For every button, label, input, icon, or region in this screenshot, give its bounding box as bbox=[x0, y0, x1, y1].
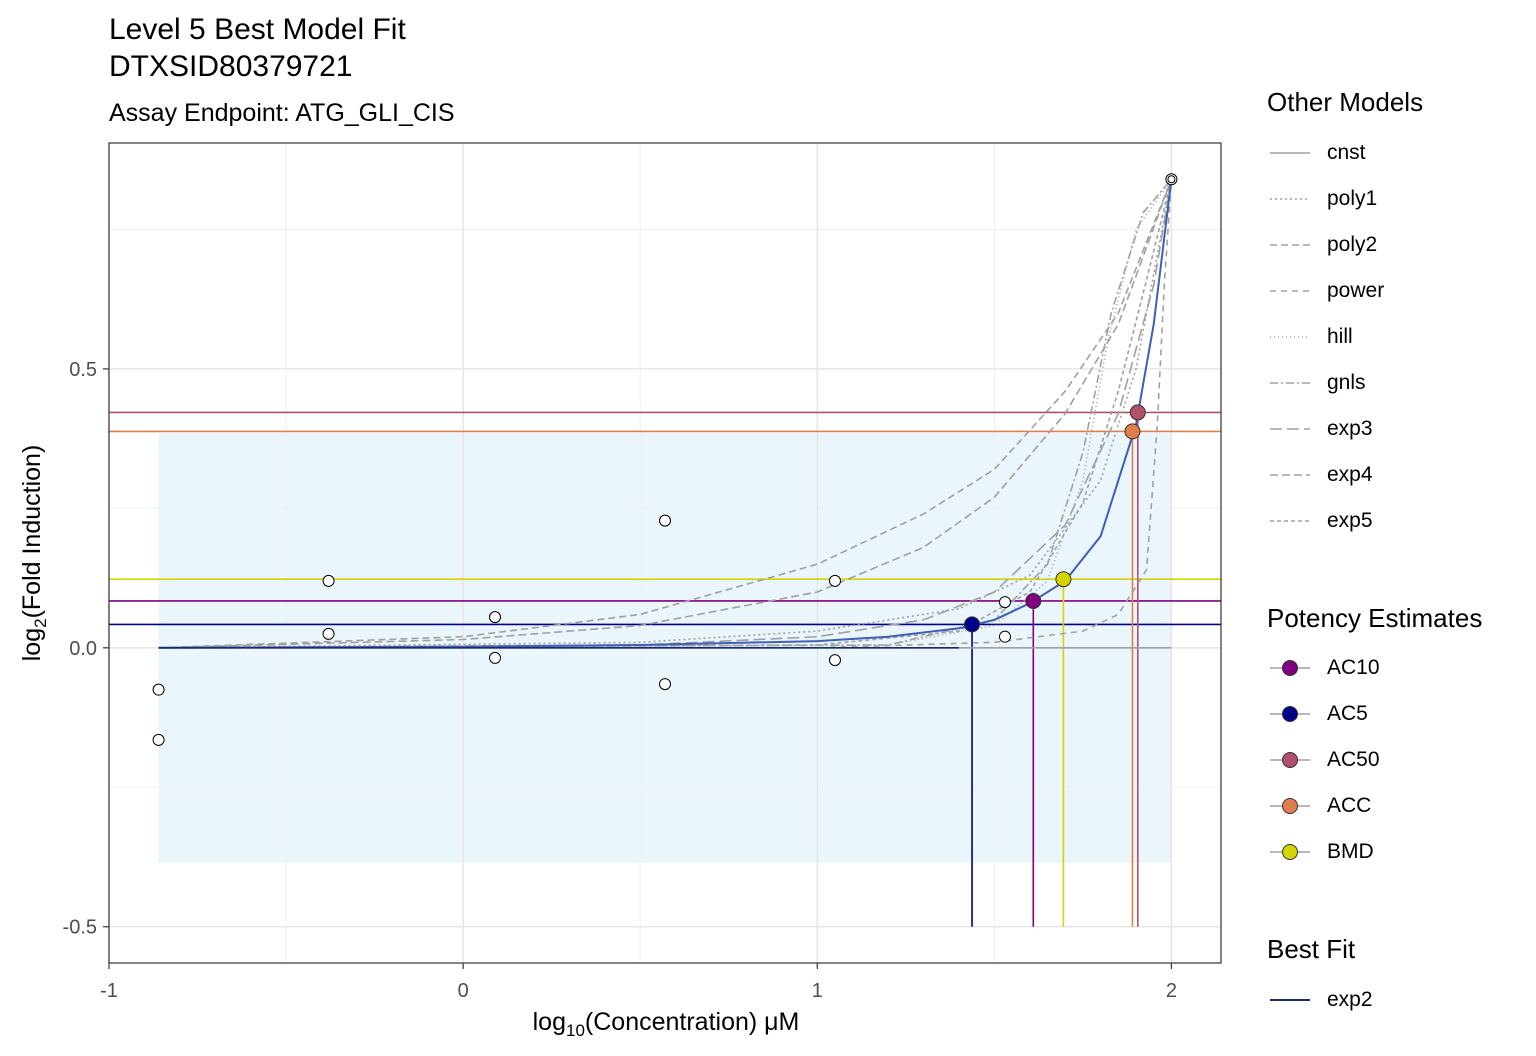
data-points-layer bbox=[152, 173, 1178, 746]
legend-item-poly2: poly2 bbox=[1327, 233, 1378, 256]
axes-layer: -1 0 1 2 -0.5 0.0 0.5 bbox=[63, 359, 1177, 1002]
legend-item-acc: ACC bbox=[1327, 794, 1372, 817]
x-tick-label: -1 bbox=[100, 980, 118, 1002]
data-point bbox=[489, 651, 502, 664]
legend-key-ac5 bbox=[1282, 706, 1298, 722]
legend-item-gnls: gnls bbox=[1327, 371, 1366, 394]
axis-titles-layer: log10(Concentration) μM log2(Fold Induct… bbox=[18, 445, 799, 1040]
potency-vlines-layer bbox=[971, 412, 1139, 927]
x-tick-label: 0 bbox=[458, 980, 469, 1002]
legend-item-hill: hill bbox=[1327, 325, 1353, 348]
y-tick-label: 0.5 bbox=[69, 359, 97, 381]
x-tick-label: 1 bbox=[812, 980, 823, 1002]
potency-point-ac50 bbox=[1129, 404, 1146, 421]
legend-item-ac10: AC10 bbox=[1327, 656, 1380, 679]
data-point bbox=[828, 654, 841, 667]
legend-item-cnst: cnst bbox=[1327, 141, 1366, 164]
chart-title-line-1: Level 5 Best Model Fit bbox=[109, 13, 406, 46]
legend-key-bmd bbox=[1282, 844, 1298, 860]
model-curve-exp5 bbox=[158, 179, 1173, 649]
model-curve-exp3 bbox=[158, 179, 1173, 649]
data-point bbox=[152, 733, 165, 746]
data-point-inner-ring bbox=[1167, 175, 1176, 184]
legend-item-exp5: exp5 bbox=[1327, 509, 1373, 532]
legend-item-ac5: AC5 bbox=[1327, 702, 1368, 725]
chart-subtitle: Assay Endpoint: ATG_GLI_CIS bbox=[109, 99, 455, 127]
legend-item-exp4: exp4 bbox=[1327, 463, 1373, 486]
legend-item-exp2: exp2 bbox=[1327, 988, 1373, 1011]
y-tick-label: 0.0 bbox=[69, 638, 97, 660]
legend-title-best-fit: Best Fit bbox=[1267, 934, 1356, 964]
panel-border bbox=[108, 142, 1222, 964]
data-point bbox=[659, 514, 671, 527]
legend-key-acc bbox=[1282, 798, 1298, 814]
x-axis-title: log10(Concentration) μM bbox=[533, 1008, 800, 1040]
legend-item-ac50: AC50 bbox=[1327, 748, 1380, 771]
data-point bbox=[828, 574, 841, 587]
data-point bbox=[998, 630, 1011, 643]
potency-point-ac10 bbox=[1025, 592, 1042, 609]
legend-key-ac50 bbox=[1282, 752, 1298, 768]
data-point bbox=[152, 683, 165, 696]
potency-point-ac5 bbox=[964, 616, 981, 633]
legend-item-power: power bbox=[1327, 279, 1385, 302]
legend-item-exp3: exp3 bbox=[1327, 417, 1373, 440]
legend-item-poly1: poly1 bbox=[1327, 187, 1378, 210]
other-models-layer bbox=[158, 178, 1173, 649]
potency-point-acc bbox=[1124, 423, 1141, 440]
y-axis-title: log2(Fold Induction) bbox=[18, 445, 50, 662]
data-point bbox=[322, 574, 335, 587]
chart-title-line-2: DTXSID80379721 bbox=[109, 50, 353, 83]
legend-title-other-models: Other Models bbox=[1267, 87, 1424, 117]
model-curve-power bbox=[158, 179, 1173, 649]
data-point bbox=[998, 596, 1011, 609]
legend-keys bbox=[1270, 152, 1310, 1001]
legend-item-bmd: BMD bbox=[1327, 840, 1374, 863]
legend-title-potency: Potency Estimates bbox=[1267, 603, 1483, 633]
model-curve-exp4 bbox=[158, 179, 1173, 649]
y-tick-label: -0.5 bbox=[63, 917, 97, 939]
potency-points-layer bbox=[964, 404, 1146, 633]
potency-point-bmd bbox=[1055, 571, 1072, 588]
data-point bbox=[489, 611, 502, 624]
model-curve-poly2 bbox=[158, 179, 1173, 649]
data-point bbox=[322, 627, 335, 640]
model-curve-hill bbox=[158, 178, 1173, 649]
potency-hlines-layer bbox=[109, 411, 1221, 626]
data-point bbox=[659, 678, 671, 691]
legend-key-ac10 bbox=[1282, 660, 1298, 676]
x-tick-label: 2 bbox=[1166, 980, 1177, 1002]
model-curve-gnls bbox=[158, 178, 1173, 649]
